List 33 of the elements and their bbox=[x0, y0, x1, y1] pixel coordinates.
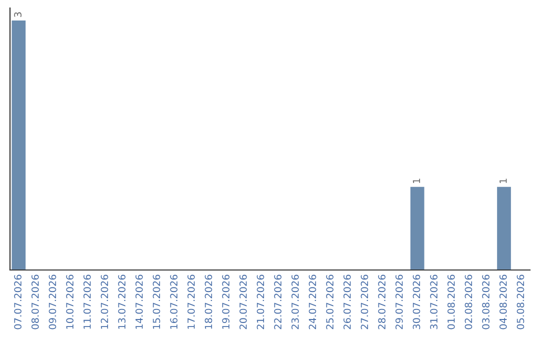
x-tick-label: 18.07.2026 bbox=[204, 274, 212, 329]
x-tick-label: 22.07.2026 bbox=[274, 274, 282, 330]
x-tick-label: 16.07.2026 bbox=[170, 274, 178, 329]
x-tick-label: 24.07.2026 bbox=[308, 274, 316, 330]
x-tick-label: 10.07.2026 bbox=[66, 274, 74, 329]
x-tick-label: 30.07.2026 bbox=[412, 274, 420, 330]
x-tick-label: 29.07.2026 bbox=[395, 274, 403, 330]
x-tick-label: 26.07.2026 bbox=[343, 274, 351, 330]
x-tick-label: 04.08.2026 bbox=[499, 274, 507, 330]
x-tick-label: 07.07.2026 bbox=[14, 274, 22, 330]
x-tick-label: 17.07.2026 bbox=[187, 274, 195, 329]
x-tick-label: 19.07.2026 bbox=[222, 274, 230, 329]
x-tick-label: 23.07.2026 bbox=[291, 274, 299, 330]
x-tick-label: 05.08.2026 bbox=[516, 274, 524, 330]
x-tick-label: 25.07.2026 bbox=[326, 274, 334, 330]
x-tick-label: 02.08.2026 bbox=[464, 274, 472, 330]
x-tick-label: 08.07.2026 bbox=[31, 274, 39, 330]
x-tick-label: 27.07.2026 bbox=[360, 274, 368, 330]
x-tick-label: 09.07.2026 bbox=[48, 274, 56, 330]
x-tick-label: 12.07.2026 bbox=[100, 274, 108, 329]
data-label: 1 bbox=[412, 178, 420, 183]
x-tick-label: 20.07.2026 bbox=[239, 274, 247, 330]
data-label: 1 bbox=[500, 178, 507, 183]
x-tick-label: 21.07.2026 bbox=[256, 274, 264, 330]
x-tick-label: 31.07.2026 bbox=[430, 274, 438, 330]
x-tick-label: 13.07.2026 bbox=[118, 274, 126, 329]
x-tick-label: 14.07.2026 bbox=[135, 274, 143, 329]
x-tick-label: 15.07.2026 bbox=[152, 274, 160, 329]
x-tick-label: 28.07.2026 bbox=[378, 274, 386, 330]
x-tick-label: 01.08.2026 bbox=[447, 274, 455, 330]
data-label: 3 bbox=[14, 12, 22, 17]
x-tick-label: 11.07.2026 bbox=[83, 274, 91, 329]
x-tick-label: 03.08.2026 bbox=[482, 274, 490, 330]
